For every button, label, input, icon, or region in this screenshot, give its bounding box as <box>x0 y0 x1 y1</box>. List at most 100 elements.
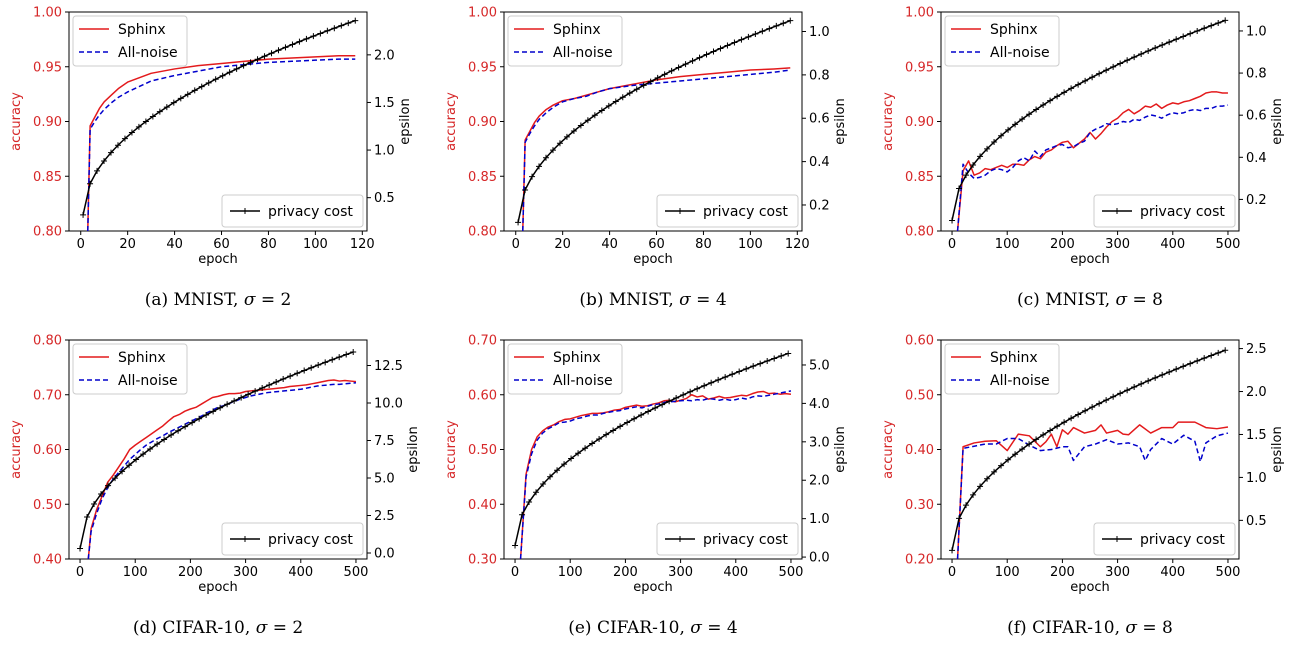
privacy-marker <box>631 415 638 422</box>
privacy-marker <box>1159 371 1166 378</box>
series-line-sphinx <box>956 421 1229 559</box>
privacy-marker <box>1040 431 1047 438</box>
privacy-marker <box>77 545 84 552</box>
privacy-marker <box>949 217 956 224</box>
y-axis-title: accuracy <box>881 420 896 479</box>
privacy-marker <box>549 147 556 154</box>
x-tick-label: 400 <box>288 565 313 580</box>
privacy-marker <box>991 139 998 146</box>
privacy-marker <box>710 48 717 55</box>
y-tick-label: 0.50 <box>33 498 62 513</box>
legend-box <box>656 194 799 228</box>
privacy-marker <box>687 388 694 395</box>
privacy-marker <box>673 395 680 402</box>
privacy-marker <box>1208 22 1215 29</box>
y2-tick-label: 2.5 <box>374 509 395 524</box>
y-tick-label: 0.30 <box>468 553 497 568</box>
y2-tick-label: 0.4 <box>1246 151 1267 166</box>
chart-panel-2: 0 20 40 60 80 100 120 0.80 0.85 0.90 0.95 1.00 0.2 0.… <box>444 6 848 311</box>
privacy-marker <box>91 501 98 508</box>
privacy-marker <box>1061 419 1068 426</box>
privacy-marker <box>624 419 631 426</box>
subfigure-caption: (e) CIFAR-10, σ = 4 <box>568 618 738 638</box>
privacy-marker <box>1054 423 1061 430</box>
privacy-marker <box>605 102 612 109</box>
x-tick-label: 100 <box>995 565 1020 580</box>
plot-area <box>949 17 1229 231</box>
x-tick-label: 100 <box>558 565 583 580</box>
privacy-marker <box>121 135 128 142</box>
privacy-marker <box>771 355 778 362</box>
privacy-marker <box>956 185 963 192</box>
privacy-marker <box>1208 352 1215 359</box>
privacy-marker <box>675 64 682 71</box>
y-tick-label: 0.90 <box>468 115 497 130</box>
privacy-marker <box>1201 355 1208 362</box>
x-axis-title: epoch <box>198 252 238 267</box>
privacy-marker <box>80 211 87 218</box>
series-line-privacy-cost <box>514 352 789 546</box>
privacy-marker <box>682 61 689 68</box>
legend-label-sphinx: Sphinx <box>990 22 1038 38</box>
privacy-marker <box>310 33 317 40</box>
privacy-marker <box>970 161 977 168</box>
chart-panel-6: 0 100 200 300 400 500 0.20 0.30 0.40 0.50 0.60 0.5 1… <box>881 334 1285 639</box>
legend-privacy: privacy cost <box>1093 194 1236 228</box>
y2-tick-label: 10.0 <box>374 397 403 412</box>
privacy-marker <box>536 163 543 170</box>
privacy-marker <box>1012 121 1019 128</box>
privacy-marker <box>633 86 640 93</box>
privacy-marker <box>287 373 294 380</box>
plot-area <box>512 350 792 559</box>
privacy-marker <box>1145 47 1152 54</box>
privacy-marker <box>135 123 142 130</box>
x-tick-label: 0 <box>512 237 520 252</box>
privacy-marker <box>154 441 161 448</box>
y-tick-label: 0.95 <box>905 60 934 75</box>
y2-tick-label: 0.8 <box>1246 67 1267 82</box>
series-line-all-noise <box>522 69 791 231</box>
y2-tick-label: 0.0 <box>374 547 395 562</box>
series-line-sphinx <box>519 390 792 559</box>
chart-panel-5: 0 100 200 300 400 500 0.30 0.40 0.50 0.60 0.70 0.0 1… <box>444 334 848 639</box>
privacy-marker <box>217 404 224 411</box>
privacy-marker <box>1138 380 1145 387</box>
privacy-marker <box>689 57 696 64</box>
y-tick-label: 0.90 <box>33 115 62 130</box>
privacy-marker <box>666 398 673 405</box>
privacy-marker <box>1215 349 1222 356</box>
y2-tick-label: 0.0 <box>809 551 830 566</box>
privacy-marker <box>654 74 661 81</box>
subfigure-caption: (a) MNIST, σ = 2 <box>145 290 292 310</box>
x-tick-label: 0 <box>76 565 84 580</box>
y-tick-label: 0.85 <box>468 170 497 185</box>
privacy-marker <box>1145 377 1152 384</box>
privacy-marker <box>963 172 970 179</box>
legend-box <box>656 522 799 556</box>
privacy-marker <box>196 415 203 422</box>
privacy-marker <box>708 379 715 386</box>
privacy-marker <box>273 379 280 386</box>
legend-accuracy: Sphinx All-noise <box>944 15 1060 67</box>
privacy-marker <box>785 350 792 357</box>
privacy-marker <box>515 219 522 226</box>
legend-label-all-noise: All-noise <box>990 373 1050 389</box>
y-axis-title: accuracy <box>444 92 459 151</box>
privacy-marker <box>1131 54 1138 61</box>
series-line-privacy-cost <box>517 19 791 223</box>
privacy-marker <box>1173 36 1180 43</box>
privacy-marker <box>1103 397 1110 404</box>
plot-area <box>515 17 794 231</box>
privacy-marker <box>1117 60 1124 67</box>
privacy-marker <box>757 360 764 367</box>
privacy-marker <box>638 412 645 419</box>
y2-tick-label: 2.0 <box>809 474 830 489</box>
x-tick-label: 400 <box>1160 565 1185 580</box>
y-tick-label: 0.60 <box>33 443 62 458</box>
privacy-marker <box>1187 360 1194 367</box>
privacy-marker <box>1138 51 1145 58</box>
privacy-marker <box>731 39 738 46</box>
x-tick-label: 40 <box>601 237 618 252</box>
privacy-marker <box>963 502 970 509</box>
chart-panel-4: 0 100 200 300 400 500 0.40 0.50 0.60 0.70 0.80 0.0 2… <box>9 334 421 639</box>
